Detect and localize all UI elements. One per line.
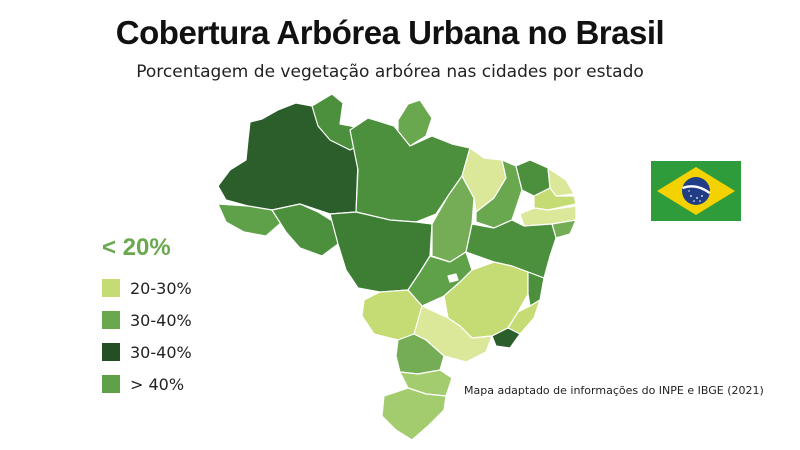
state-amazonas (217, 93, 367, 215)
legend-label: > 40% (130, 374, 185, 394)
legend-swatch-dark (102, 343, 120, 361)
legend-item: 20-30% (102, 272, 192, 304)
legend-heading: < 20% (102, 234, 171, 261)
state-rio-grande-do-sul (381, 387, 447, 441)
legend-label: 30-40% (130, 310, 192, 330)
page-subtitle: Porcentagem de vegetação arbórea nas cid… (136, 62, 644, 82)
page-title: Cobertura Arbórea Urbana no Brasil (115, 14, 665, 51)
legend-item: 30-40% (102, 336, 192, 368)
legend-item: > 40% (102, 368, 192, 400)
state-rio-grande-do-norte (547, 167, 575, 197)
brazil-flag-icon (651, 161, 741, 221)
state-distrito-federal (447, 273, 459, 283)
legend-swatch-light (102, 279, 120, 297)
state-acre (217, 203, 283, 237)
source-note: Mapa adaptado de informações do INPE e I… (464, 384, 764, 397)
legend-swatch-medium (102, 311, 120, 329)
legend-label: 30-40% (130, 342, 192, 362)
legend-swatch-green (102, 375, 120, 393)
legend-item: 30-40% (102, 304, 192, 336)
state-espirito-santo (527, 271, 545, 307)
legend-label: 20-30% (130, 278, 192, 298)
state-rio-coast (491, 327, 521, 349)
legend: < 20% 20-30% 30-40% 30-40% > 40% (102, 234, 192, 400)
